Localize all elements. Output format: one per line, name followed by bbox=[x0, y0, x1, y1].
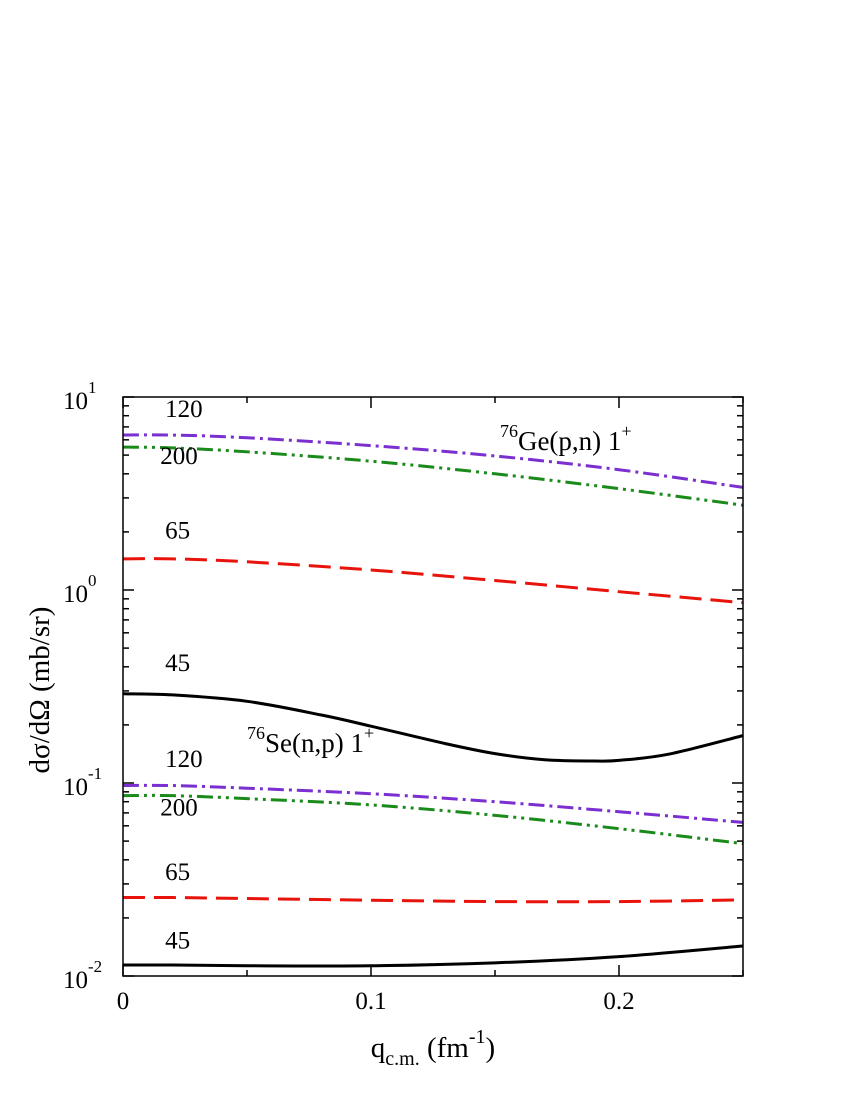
series-line-gepn-65 bbox=[122, 557, 744, 605]
x-axis-label-subscript: c.m. bbox=[385, 1048, 419, 1070]
series-line-senp-65 bbox=[122, 895, 744, 904]
series-line-gepn-120 bbox=[122, 433, 744, 489]
series-line-gepn-200 bbox=[122, 445, 744, 507]
y-tick-exponent: 1 bbox=[88, 378, 97, 397]
x-tick-label: 0.1 bbox=[355, 988, 386, 1015]
y-tick-base: 10 bbox=[63, 774, 88, 801]
x-axis-label-main: q bbox=[371, 1032, 386, 1064]
series-line-senp-200 bbox=[122, 793, 744, 846]
reaction-label-1: 76Ge(p,n) 1+ bbox=[500, 421, 632, 456]
series-line-senp-120 bbox=[122, 783, 744, 824]
series-label-gepn-120: 120 bbox=[165, 396, 203, 423]
y-tick-label: 100 bbox=[63, 571, 97, 608]
y-tick-label: 10-2 bbox=[63, 957, 102, 994]
plot-frame bbox=[122, 396, 744, 977]
x-tick-label: 0 bbox=[117, 988, 130, 1015]
series-label-senp-45: 45 bbox=[165, 927, 190, 954]
y-tick-base: 10 bbox=[63, 967, 88, 994]
series-label-gepn-200: 200 bbox=[160, 443, 198, 470]
series-label-gepn-65: 65 bbox=[165, 517, 190, 544]
x-axis-label-unit-close: ) bbox=[486, 1032, 496, 1064]
y-tick-label: 101 bbox=[63, 378, 97, 415]
y-tick-base: 10 bbox=[63, 581, 88, 608]
y-tick-exponent: -1 bbox=[88, 764, 102, 783]
y-tick-label: 10-1 bbox=[63, 764, 102, 801]
y-tick-base: 10 bbox=[63, 388, 88, 415]
reaction-label-2: 76Se(n,p) 1+ bbox=[247, 723, 374, 758]
series-label-senp-120: 120 bbox=[165, 746, 203, 773]
series-line-senp-45 bbox=[122, 944, 744, 968]
reaction-label-mass-number: 76 bbox=[500, 421, 518, 441]
x-axis-label: qc.m. (fm-1) bbox=[371, 1026, 495, 1070]
x-axis-label-unit: (fm bbox=[420, 1032, 470, 1064]
series-label-senp-65: 65 bbox=[165, 859, 190, 886]
x-tick-label: 0.2 bbox=[603, 988, 634, 1015]
series-label-gepn-45: 45 bbox=[165, 650, 190, 677]
reaction-label-mass-number: 76 bbox=[247, 723, 265, 743]
series-line-gepn-45 bbox=[122, 692, 744, 763]
reaction-label-parity: + bbox=[364, 723, 374, 743]
y-tick-exponent: -2 bbox=[88, 957, 102, 976]
x-axis-label-unit-exponent: -1 bbox=[469, 1026, 486, 1048]
y-axis-label: dσ/dΩ (mb/sr) bbox=[24, 607, 56, 774]
reaction-label-parity: + bbox=[621, 421, 631, 441]
chart-marks bbox=[122, 433, 744, 968]
reaction-label-text: Se(n,p) 1 bbox=[265, 728, 364, 758]
reaction-label-text: Ge(p,n) 1 bbox=[518, 426, 621, 456]
series-label-senp-200: 200 bbox=[160, 794, 198, 821]
y-tick-exponent: 0 bbox=[88, 571, 97, 590]
